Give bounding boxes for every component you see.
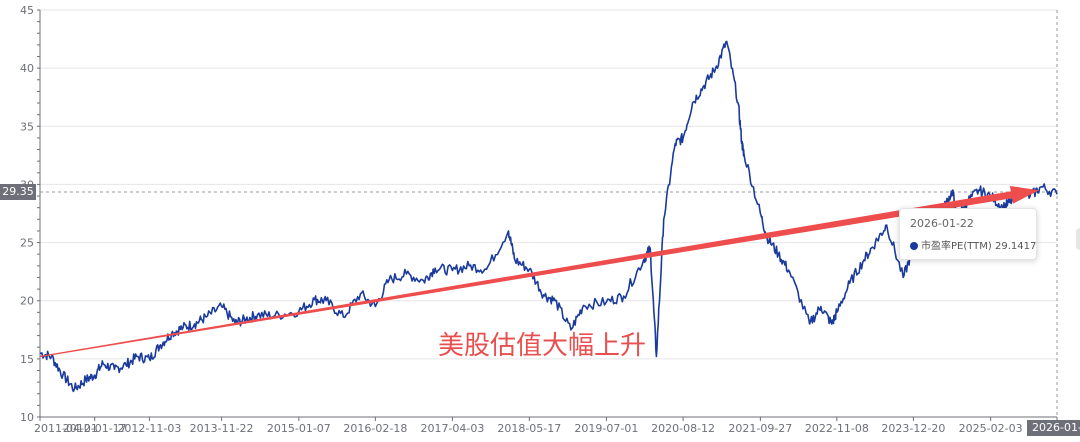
x-tick-label: 2017-04-03 [420, 422, 484, 435]
annotation-text: 美股估值大幅上升 [438, 331, 646, 361]
x-tick-label: 2012-01-17 [63, 422, 127, 435]
y-tick-label: 35 [20, 120, 34, 133]
pe-series-line [39, 40, 1058, 393]
y-tick-label: 40 [20, 62, 34, 75]
x-tick-label: 2020-08-12 [651, 422, 715, 435]
x-tick-label: 2025-02-03 [959, 422, 1023, 435]
x-crosshair-badge: 2026-01-22 [1027, 420, 1080, 436]
data-tooltip: 2026-01-22 市盈率PE(TTM) 29.1417 [899, 208, 1037, 260]
x-tick-label: 2019-07-01 [574, 422, 638, 435]
tooltip-value: 29.1417 [995, 241, 1037, 252]
y-tick-label: 20 [20, 295, 34, 308]
y-tick-label: 25 [20, 237, 34, 250]
trend-arrow-icon [39, 186, 1039, 358]
x-tick-label: 2013-11-22 [190, 422, 254, 435]
x-tick-label: 2021-09-27 [728, 422, 792, 435]
y-tick-label: 15 [20, 353, 34, 366]
tooltip-row: 市盈率PE(TTM) 29.1417 [910, 237, 1036, 252]
x-tick-label: 2016-02-18 [343, 422, 407, 435]
y-tick-label: 10 [20, 411, 34, 424]
x-tick-label: 2012-11-03 [117, 422, 181, 435]
series-dot-icon [910, 242, 918, 250]
x-tick-label: 2023-12-20 [881, 422, 945, 435]
y-tick-label: 45 [20, 4, 34, 17]
y-crosshair-badge: 29.35 [0, 184, 36, 200]
x-tick-label: 2015-01-07 [267, 422, 331, 435]
tooltip-date: 2026-01-22 [910, 217, 974, 230]
tooltip-series-label: 市盈率PE(TTM) [921, 241, 992, 252]
x-tick-label: 2018-05-17 [497, 422, 561, 435]
x-tick-label: 2022-11-08 [805, 422, 869, 435]
x-tick-label: 2011-04-01 [34, 422, 98, 435]
side-handle[interactable] [1076, 228, 1080, 250]
